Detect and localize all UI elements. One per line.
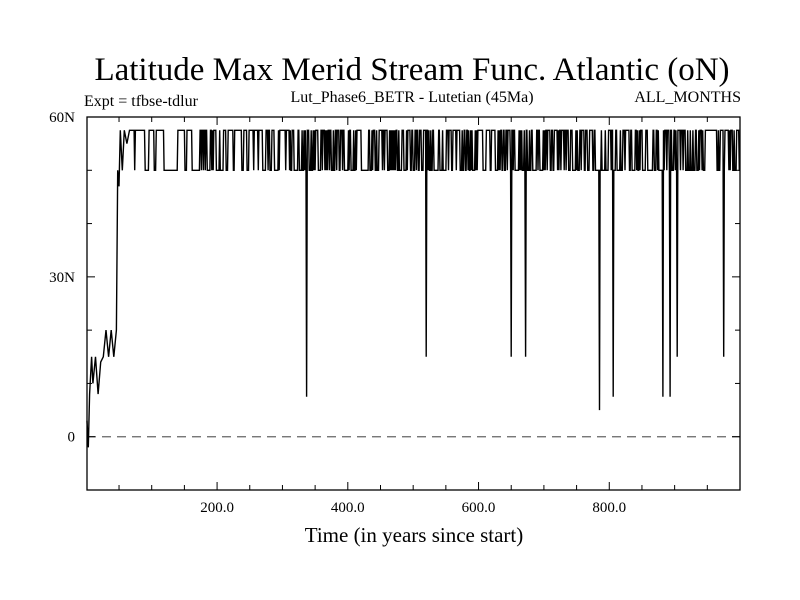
months-label: ALL_MONTHS <box>634 89 741 106</box>
x-tick-label: 800.0 <box>592 500 626 516</box>
chart-title: Latitude Max Merid Stream Func. Atlantic… <box>94 52 729 88</box>
x-tick-label: 200.0 <box>200 500 234 516</box>
latitude-series-line <box>86 129 740 448</box>
y-tick-label: 0 <box>68 430 76 446</box>
experiment-label: Expt = tfbse-tdlur <box>84 93 199 110</box>
plot-frame <box>86 116 741 491</box>
y-tick-label: 30N <box>49 270 75 286</box>
x-axis-label: Time (in years since start) <box>305 523 524 547</box>
run-label: Lut_Phase6_BETR - Lutetian (45Ma) <box>290 89 533 106</box>
x-tick-label: 400.0 <box>331 500 365 516</box>
plot-area: 200.0 400.0 600.0 800.0 60N 30N 0 <box>49 110 741 516</box>
x-tick-label: 600.0 <box>462 500 496 516</box>
y-tick-label: 60N <box>49 110 75 126</box>
